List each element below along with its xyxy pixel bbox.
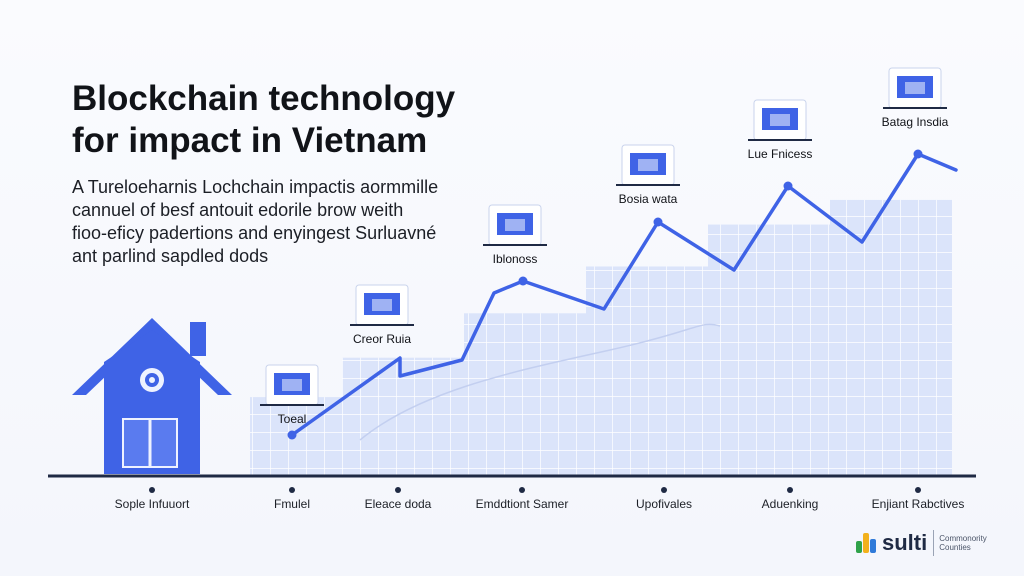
step-illustration: [483, 204, 547, 246]
brand-divider: [933, 530, 935, 556]
step-illustration: [350, 284, 414, 326]
step-illustration: [260, 364, 324, 406]
trend-shadow: [359, 323, 721, 441]
step-illustration: [748, 99, 812, 141]
step-bar-grid: [464, 313, 586, 476]
axis-tick: [915, 487, 921, 493]
step-illustration: [883, 67, 947, 109]
step-labels: Toeal Creor Ruia Iblonoss Bosia wata Lue Fni…: [278, 115, 949, 426]
step-bars: [250, 199, 952, 477]
brand-tagline: Commonority Counties: [939, 534, 987, 552]
axis-label: Aduenking: [762, 497, 819, 511]
axis-label: Emddtiont Samer: [476, 497, 569, 511]
axis-labels: Sople Infuuort Fmulel Eleace doda Emddtiont…: [115, 497, 965, 511]
axis-tick: [787, 487, 793, 493]
house-icon: [72, 318, 232, 474]
description-line-3: fioo-eficy padertions and enyingest Surl…: [72, 223, 437, 243]
title-line-1: Blockchain technology: [72, 79, 456, 118]
trend-points: [287, 149, 923, 440]
axis-tick: [289, 487, 295, 493]
step-bar-grid: [708, 224, 830, 476]
step-illustration: [616, 144, 680, 186]
step-label: Creor Ruia: [353, 332, 411, 346]
step-bar-grid: [830, 199, 952, 477]
description-line-4: ant parlind sapdled dods: [72, 246, 269, 266]
brand-leaf-icon: [856, 533, 876, 553]
trend-point: [653, 217, 663, 227]
step-label: Toeal: [278, 412, 307, 426]
axis-tick: [149, 487, 155, 493]
description: A Tureloeharnis Lochchain impactis aormm…: [72, 176, 452, 268]
axis-label: Upofivales: [636, 497, 692, 511]
axis-ticks: [149, 487, 921, 493]
step-label: Bosia wata: [619, 192, 678, 206]
step-bar-grid: [342, 357, 464, 476]
axis-tick: [395, 487, 401, 493]
trend-point: [287, 430, 297, 440]
description-line-2: cannuel of besf antouit edorile brow wei…: [72, 200, 404, 220]
step-label: Iblonoss: [493, 252, 538, 266]
brand-tagline-line-2: Counties: [939, 543, 971, 552]
axis-tick: [519, 487, 525, 493]
trend-point: [518, 276, 528, 286]
axis-label: Enjiant Rabctives: [872, 497, 965, 511]
axis-tick: [661, 487, 667, 493]
page-title: Blockchain technology for impact in Viet…: [72, 78, 472, 162]
axis-label: Fmulel: [274, 497, 310, 511]
trend-point: [913, 149, 923, 159]
trend-line: [290, 152, 958, 437]
step-label: Batag Insdia: [882, 115, 949, 129]
axis-label: Eleace doda: [365, 497, 432, 511]
step-illustrations: [260, 67, 947, 406]
title-line-2: for impact in Vietnam: [72, 121, 428, 160]
step-bar-grid: [586, 266, 708, 476]
step-label: Lue Fnicess: [748, 147, 813, 161]
brand-name: sulti: [882, 530, 928, 555]
brand-logo: sulti Commonority Counties: [854, 528, 987, 558]
description-line-1: A Tureloeharnis Lochchain impactis aormm…: [72, 177, 439, 197]
axis-label: Sople Infuuort: [115, 497, 190, 511]
brand-tagline-line-1: Commonority: [939, 534, 987, 543]
trend-point: [783, 181, 793, 191]
